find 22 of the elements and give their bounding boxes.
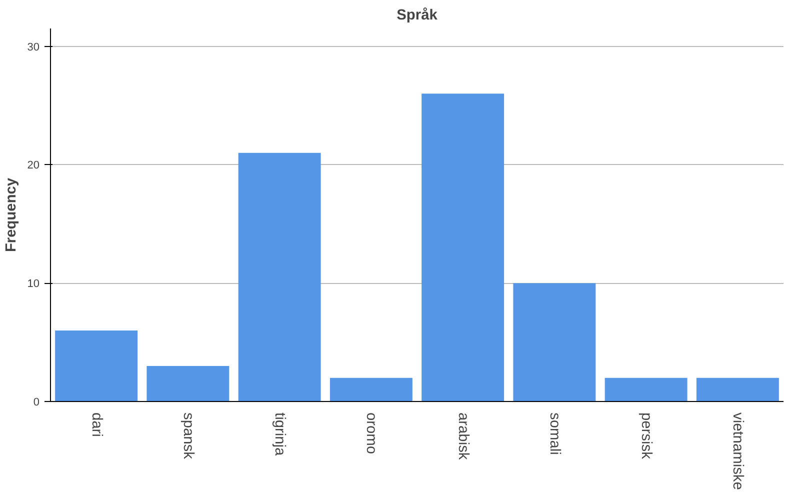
bar <box>696 378 779 402</box>
x-tick-label: persisk <box>638 412 654 460</box>
bar <box>604 378 688 402</box>
bar <box>513 283 596 402</box>
x-tick-label: dari <box>88 412 104 437</box>
bar <box>238 152 321 402</box>
bar <box>330 378 412 402</box>
y-tick-label: 20 <box>27 160 40 172</box>
bar <box>422 94 504 402</box>
x-tick-label: arabisk <box>454 412 471 460</box>
x-tick-label: tigrinja <box>272 412 288 457</box>
y-tick-label: 30 <box>27 41 40 54</box>
x-tick-label: somali <box>546 412 562 455</box>
y-axis-title: Frequency <box>3 177 20 252</box>
chart-title: Språk <box>396 6 438 24</box>
y-tick-label: 0 <box>33 396 40 408</box>
x-tick-label: oromo <box>363 412 380 454</box>
bar <box>55 330 138 402</box>
y-tick-label: 10 <box>27 278 40 290</box>
x-tick-label: spansk <box>180 412 196 460</box>
x-tick-label: vietnamiske <box>730 412 746 490</box>
bar <box>146 366 230 402</box>
